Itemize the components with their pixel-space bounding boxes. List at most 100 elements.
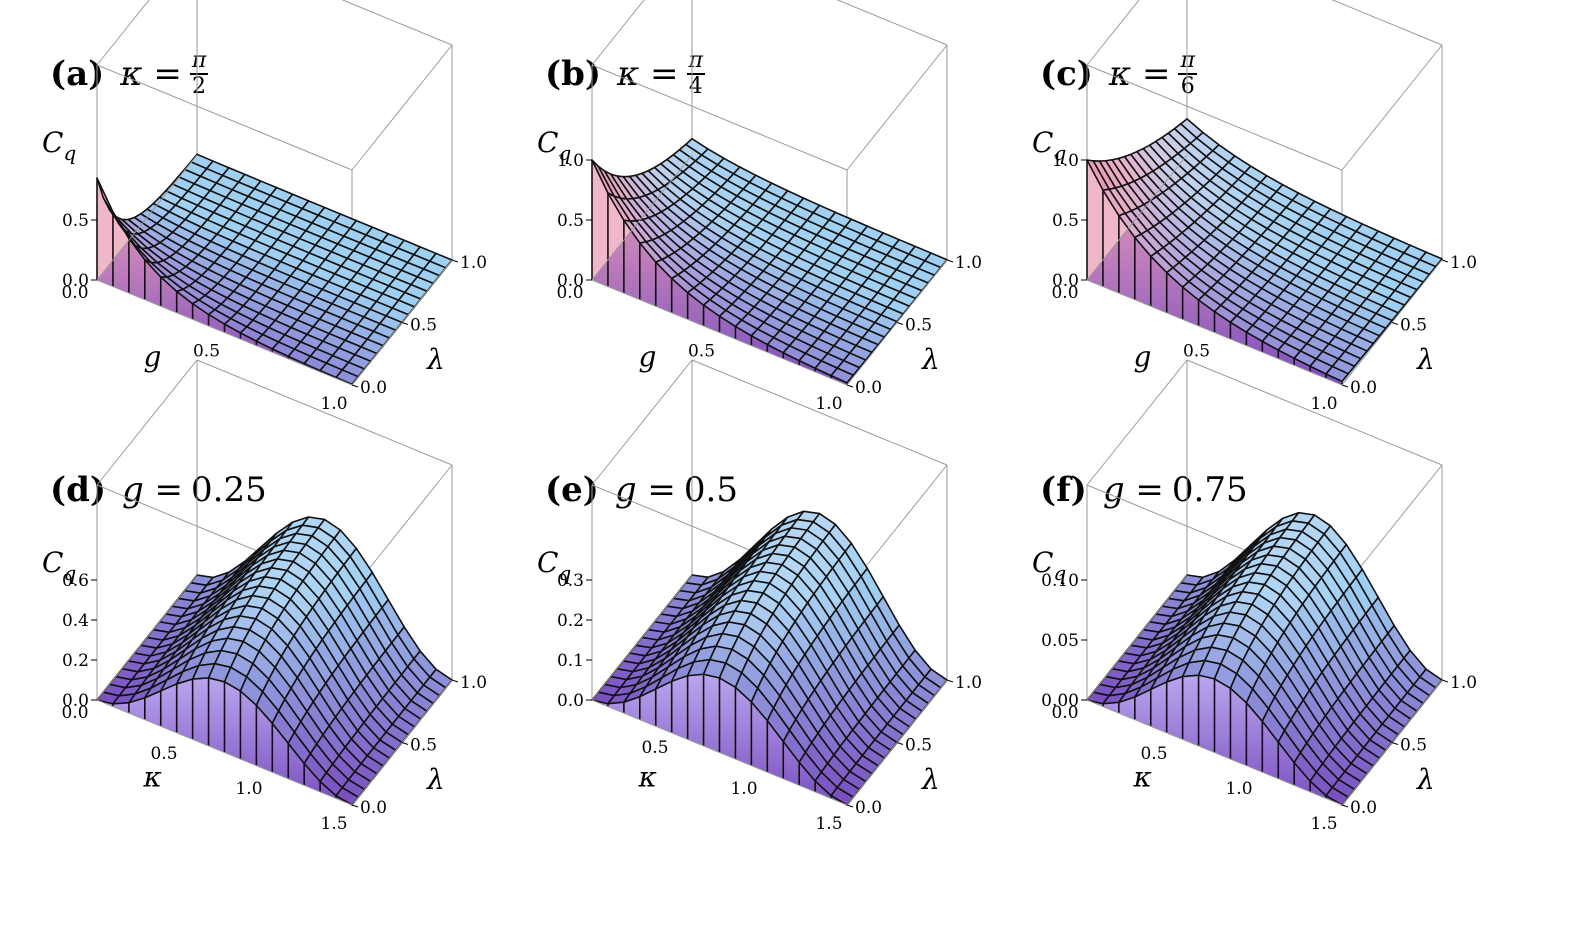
x-axis-label: κ (638, 761, 657, 794)
fraction-denominator: 6 (1180, 74, 1195, 99)
z-tick-label: 0.6 (62, 571, 89, 591)
y-axis-label: λ (1416, 763, 1435, 796)
box-edge (1086, 359, 1188, 486)
box-edge (1331, 0, 1443, 46)
y-tick-mark (946, 679, 954, 683)
y-tick-mark (896, 322, 904, 325)
z-axis-subscript: q (558, 141, 571, 165)
panel-e: (e) g = 0.5 0.0 0.1 0.2 0.3 Cq 0.5 1.0 1.5 κ 0.0 0.5… (495, 359, 995, 890)
box-edge (846, 44, 948, 171)
y-tick-mark (351, 804, 359, 808)
box-edge (591, 574, 693, 701)
box-edge (96, 154, 198, 281)
surface-plot: 0.0 0.1 0.2 0.3Cq 0.5 1.0 1.5 κ 0.0 0.5 1.0 λ (537, 359, 982, 834)
box-edge (196, 359, 453, 466)
y-tick-label: 0.5 (905, 316, 932, 336)
x-tick-label: 1.5 (815, 814, 842, 834)
y-tick-label: 1.0 (1450, 253, 1477, 273)
y-tick-mark (846, 384, 854, 388)
x-tick-label: 1.5 (320, 814, 347, 834)
box-edge (1086, 699, 1343, 806)
x-axis-label: g (1134, 341, 1152, 374)
panel-c: (c) κ = π 6 0.0 0.5 1.0 Cq 0.0 0.5 1.0 g 0.0 0.5 1.0 λ (990, 0, 1490, 470)
z-axis-subscript: q (1053, 561, 1066, 585)
y-tick-label: 0.0 (360, 798, 387, 818)
panel-tag: (a) (50, 54, 105, 94)
fraction-denominator: 2 (192, 74, 207, 99)
panel-title: (e) g = 0.5 (545, 470, 738, 510)
panel-title: (f) g = 0.75 (1040, 470, 1248, 510)
x-tick-label: 0.5 (641, 738, 668, 758)
z-axis-subscript: q (558, 561, 571, 585)
y-tick-label: 0.0 (855, 378, 882, 398)
surface-front-wall (592, 160, 847, 385)
box-edge (1086, 64, 1343, 171)
surface-cell (1325, 365, 1350, 383)
box-edge (1086, 574, 1188, 701)
box-edge (1086, 154, 1188, 281)
z-axis-subscript: q (63, 141, 76, 165)
x-axis-label: g (639, 341, 657, 374)
parameter-value: 0.5 (683, 470, 738, 510)
z-tick-label: 0.5 (1052, 211, 1079, 231)
box-edge (591, 279, 848, 386)
y-tick-mark (1391, 322, 1399, 325)
y-axis-label: λ (426, 763, 445, 796)
y-tick-label: 0.5 (905, 736, 932, 756)
z-tick-label: 1.0 (1052, 151, 1079, 171)
x-tick-label: 0.0 (61, 283, 88, 303)
z-tick-label: 0.0 (557, 691, 584, 711)
box-edge (836, 0, 948, 46)
surface-front-wall (1087, 160, 1342, 385)
y-tick-mark (1341, 384, 1349, 388)
x-tick-label: 1.0 (320, 394, 347, 414)
panel-tag: (f) (1040, 470, 1087, 510)
box-edge (1086, 279, 1343, 386)
box-edge (591, 699, 848, 806)
box-edge (591, 64, 848, 171)
y-axis-label: λ (921, 763, 940, 796)
x-axis-label: g (144, 341, 162, 374)
z-tick-label: 0.5 (62, 211, 89, 231)
surface-mesh (591, 137, 948, 385)
z-tick-label: 0.0 (1052, 271, 1079, 291)
x-tick-label: 0.0 (1051, 283, 1078, 303)
z-tick-label: 0.4 (62, 611, 89, 631)
z-tick-label: 0.5 (557, 211, 584, 231)
y-tick-label: 0.5 (410, 736, 437, 756)
y-tick-label: 1.0 (955, 673, 982, 693)
y-tick-mark (946, 259, 954, 263)
x-tick-label: 0.0 (1051, 703, 1078, 723)
panel-parameter: κ = (1108, 54, 1171, 94)
z-tick-label: 0.3 (557, 571, 584, 591)
fraction-numerator: π (189, 48, 209, 75)
y-tick-mark (1341, 804, 1349, 808)
z-tick-label: 0.0 (62, 691, 89, 711)
y-axis-label: λ (1416, 343, 1435, 376)
fraction-numerator: π (1178, 48, 1197, 75)
x-tick-label: 0.5 (1140, 744, 1167, 764)
x-tick-label: 0.5 (1183, 342, 1210, 362)
box-edge (691, 359, 948, 466)
x-tick-label: 1.0 (1310, 394, 1337, 414)
y-tick-mark (846, 804, 854, 808)
y-tick-mark (351, 384, 359, 388)
parameter-value: 0.75 (1171, 470, 1248, 510)
y-tick-label: 0.0 (1350, 378, 1377, 398)
y-tick-mark (1441, 259, 1449, 263)
y-tick-label: 1.0 (1450, 673, 1477, 693)
x-axis-label: κ (1133, 761, 1152, 794)
x-tick-label: 0.5 (688, 342, 715, 362)
x-axis-label: κ (143, 761, 162, 794)
z-tick-label: 0.00 (1041, 691, 1079, 711)
box-edge (341, 0, 453, 46)
y-tick-label: 0.5 (1400, 736, 1427, 756)
surface-plot: 0.0 0.5 Cq 0.0 0.5 1.0 g 0.0 0.5 1.0 λ (42, 0, 487, 414)
panel-parameter: κ = (616, 54, 679, 94)
x-tick-label: 1.0 (1225, 779, 1252, 799)
z-tick-label: 0.0 (62, 271, 89, 291)
y-tick-mark (451, 259, 459, 263)
z-axis-subscript: q (63, 561, 76, 585)
